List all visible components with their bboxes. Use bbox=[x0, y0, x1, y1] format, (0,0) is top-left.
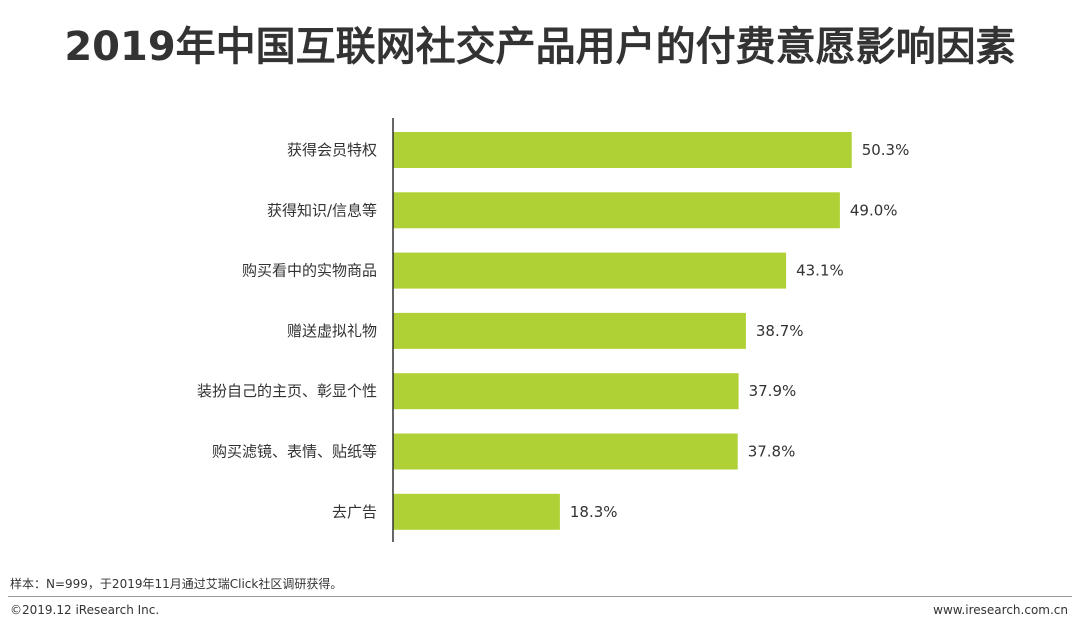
category-labels-group: 获得会员特权获得知识/信息等购买看中的实物商品赠送虚拟礼物装扮自己的主页、彰显个… bbox=[197, 141, 377, 521]
category-label: 赠送虚拟礼物 bbox=[287, 322, 377, 340]
chart-title: 2019年中国互联网社交产品用户的付费意愿影响因素 bbox=[64, 24, 1016, 70]
value-label: 43.1% bbox=[796, 262, 844, 280]
category-label: 获得知识/信息等 bbox=[267, 201, 377, 219]
category-label: 购买滤镜、表情、贴纸等 bbox=[212, 443, 377, 461]
category-label: 装扮自己的主页、彰显个性 bbox=[197, 382, 377, 400]
bar bbox=[393, 312, 746, 349]
bar bbox=[393, 493, 560, 530]
bar bbox=[393, 132, 852, 168]
bar bbox=[393, 192, 840, 229]
sample-note: 样本：N=999，于2019年11月通过艾瑞Click社区调研获得。 bbox=[10, 577, 343, 591]
value-labels-group: 50.3% 49.0% 43.1% 38.7% 37.9% 37.8% 18.3% bbox=[570, 141, 909, 521]
bar bbox=[393, 373, 739, 410]
bars-group bbox=[393, 132, 852, 530]
copyright-text: ©2019.12 iResearch Inc. bbox=[10, 603, 160, 617]
website-link[interactable]: www.iresearch.com.cn bbox=[933, 603, 1068, 617]
value-label: 38.7% bbox=[756, 322, 804, 340]
bar-chart: 获得会员特权获得知识/信息等购买看中的实物商品赠送虚拟礼物装扮自己的主页、彰显个… bbox=[197, 118, 909, 542]
bar bbox=[393, 252, 787, 289]
value-label: 37.9% bbox=[749, 382, 797, 400]
value-label: 49.0% bbox=[850, 201, 898, 219]
value-label: 37.8% bbox=[748, 443, 796, 461]
value-label: 18.3% bbox=[570, 503, 618, 521]
value-label: 50.3% bbox=[862, 141, 910, 159]
footer-divider bbox=[8, 596, 1072, 597]
bar bbox=[393, 433, 738, 470]
category-label: 获得会员特权 bbox=[287, 141, 377, 159]
category-label: 去广告 bbox=[332, 503, 377, 521]
category-label: 购买看中的实物商品 bbox=[242, 262, 377, 280]
